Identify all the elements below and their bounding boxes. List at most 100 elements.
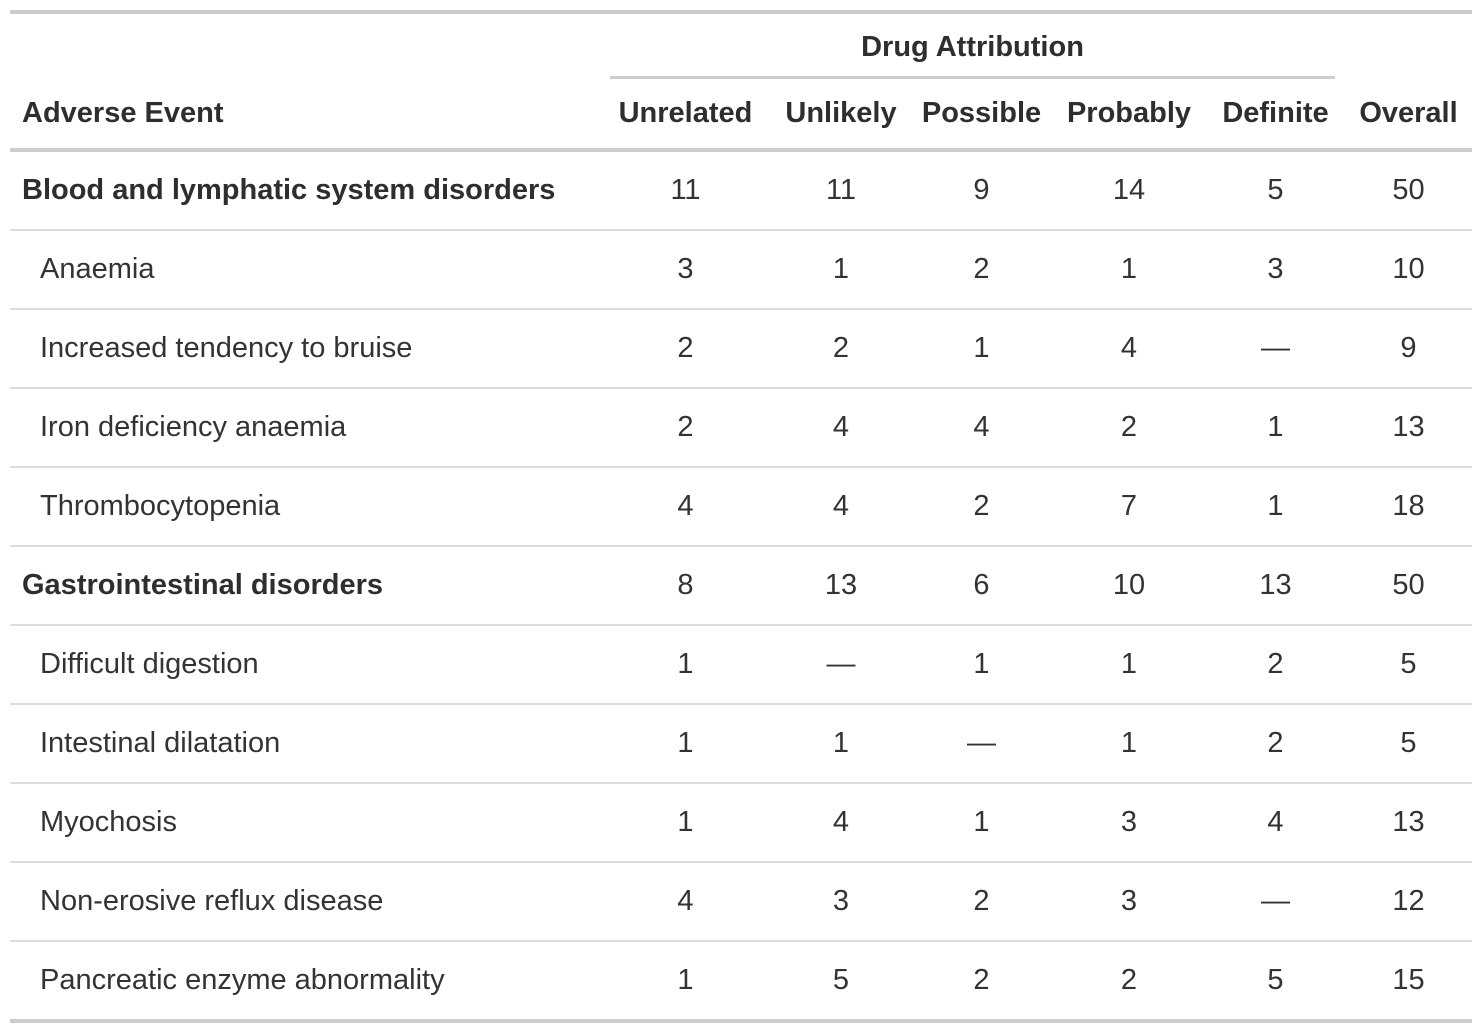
cell-value: 8 [600, 545, 771, 625]
cell-value: 5 [1345, 624, 1472, 704]
cell-value: 13 [1345, 782, 1472, 862]
cell-value: 4 [911, 387, 1052, 467]
cell-value: 1 [1206, 466, 1345, 546]
cell-value: 4 [1052, 308, 1206, 388]
cell-value: 4 [600, 861, 771, 941]
cell-value: 2 [1052, 387, 1206, 467]
table-body: Blood and lymphatic system disorders 11 … [10, 150, 1472, 1021]
table-row: Intestinal dilatation 1 1 — 1 2 5 [10, 703, 1472, 783]
cell-value: 4 [1206, 782, 1345, 862]
cell-value: 3 [771, 861, 911, 941]
table-row: Anaemia 3 1 2 1 3 10 [10, 229, 1472, 309]
col-header-unlikely: Unlikely [771, 79, 911, 152]
cell-value: 1 [600, 940, 771, 1021]
cell-value: — [771, 624, 911, 704]
cell-value: 1 [771, 703, 911, 783]
cell-value: 4 [771, 466, 911, 546]
cell-value: 1 [600, 624, 771, 704]
row-label: Increased tendency to bruise [10, 308, 600, 388]
table-row: Difficult digestion 1 — 1 1 2 5 [10, 624, 1472, 704]
cell-value: 50 [1345, 545, 1472, 625]
table-row: Blood and lymphatic system disorders 11 … [10, 150, 1472, 230]
cell-value: 15 [1345, 940, 1472, 1021]
cell-value: 1 [911, 308, 1052, 388]
cell-value: 2 [911, 466, 1052, 546]
cell-value: 9 [1345, 308, 1472, 388]
cell-value: 3 [600, 229, 771, 309]
row-label: Iron deficiency anaemia [10, 387, 600, 467]
row-label: Thrombocytopenia [10, 466, 600, 546]
cell-value: 2 [600, 308, 771, 388]
cell-value: 50 [1392, 174, 1425, 206]
cell-value: 2 [771, 308, 911, 388]
table-header: Drug Attribution Adverse Event Unrelated… [10, 12, 1472, 152]
table-row: Iron deficiency anaemia 2 4 4 2 1 13 [10, 387, 1472, 467]
table-row: Pancreatic enzyme abnormality 1 5 2 2 5 … [10, 940, 1472, 1021]
cell-value: 5 [1206, 940, 1345, 1021]
row-label: Gastrointestinal disorders [10, 545, 600, 625]
cell-value: 2 [911, 229, 1052, 309]
table-row: Gastrointestinal disorders 8 13 6 10 13 … [10, 545, 1472, 625]
row-label: Non-erosive reflux disease [10, 861, 600, 941]
cell-value: 1 [1052, 624, 1206, 704]
cell-value: 3 [1052, 782, 1206, 862]
col-header-definite: Definite [1206, 79, 1345, 152]
cell-value: 1 [1052, 229, 1206, 309]
cell-value: 10 [1052, 545, 1206, 625]
cell-value: 1 [600, 782, 771, 862]
cell-value: 5 [1267, 174, 1284, 206]
cell-value: — [911, 703, 1052, 783]
col-header-adverse-event: Adverse Event [10, 79, 600, 152]
cell-value: 4 [600, 466, 771, 546]
col-header-probably: Probably [1052, 79, 1206, 152]
row-label: Myochosis [10, 782, 600, 862]
cell-value: 11 [825, 174, 857, 206]
cell-value: 1 [911, 624, 1052, 704]
cell-value: 2 [1206, 624, 1345, 704]
cell-value: 4 [771, 782, 911, 862]
row-label: Difficult digestion [10, 624, 600, 704]
cell-value: 13 [1206, 545, 1345, 625]
table-row: Non-erosive reflux disease 4 3 2 3 — 12 [10, 861, 1472, 941]
cell-value: 2 [1206, 703, 1345, 783]
spanner-label: Drug Attribution [610, 14, 1335, 79]
cell-value: 5 [1345, 703, 1472, 783]
cell-value: — [1206, 861, 1345, 941]
column-header-row: Adverse Event Unrelated Unlikely Possibl… [10, 79, 1472, 152]
cell-value: 18 [1345, 466, 1472, 546]
spanner-overall-spacer [1345, 12, 1472, 79]
cell-value: 2 [1052, 940, 1206, 1021]
cell-value: 12 [1345, 861, 1472, 941]
adverse-events-table: Drug Attribution Adverse Event Unrelated… [10, 10, 1472, 1023]
cell-value: 2 [911, 861, 1052, 941]
table-row: Increased tendency to bruise 2 2 1 4 — 9 [10, 308, 1472, 388]
row-label: Pancreatic enzyme abnormality [10, 940, 600, 1021]
cell-value: 7 [1052, 466, 1206, 546]
cell-value: 14 [1112, 174, 1146, 206]
cell-value: 13 [771, 545, 911, 625]
row-label: Anaemia [10, 229, 600, 309]
cell-value: 1 [771, 229, 911, 309]
col-header-unrelated: Unrelated [600, 79, 771, 152]
cell-value: 1 [1052, 703, 1206, 783]
spanner-stub-spacer [10, 12, 600, 79]
col-header-overall: Overall [1345, 79, 1472, 152]
cell-value: 4 [771, 387, 911, 467]
cell-value: 1 [600, 703, 771, 783]
cell-value: 3 [1052, 861, 1206, 941]
cell-value: 3 [1206, 229, 1345, 309]
table-row: Myochosis 1 4 1 3 4 13 [10, 782, 1472, 862]
row-label: Blood and lymphatic system disorders [22, 174, 556, 206]
cell-value: — [1206, 308, 1345, 388]
cell-value: 10 [1345, 229, 1472, 309]
cell-value: 13 [1345, 387, 1472, 467]
cell-value: 5 [771, 940, 911, 1021]
spanner-drug-attribution: Drug Attribution [600, 12, 1345, 79]
cell-value: 2 [911, 940, 1052, 1021]
cell-value: 11 [670, 174, 701, 206]
cell-value: 1 [1206, 387, 1345, 467]
cell-value: 6 [911, 545, 1052, 625]
spanner-row: Drug Attribution [10, 12, 1472, 79]
table-row: Thrombocytopenia 4 4 2 7 1 18 [10, 466, 1472, 546]
